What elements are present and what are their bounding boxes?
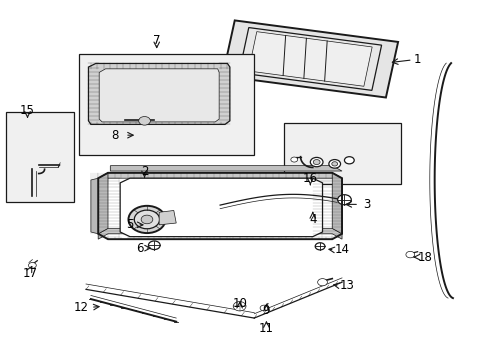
- FancyBboxPatch shape: [79, 54, 254, 155]
- Circle shape: [141, 215, 153, 224]
- Text: 13: 13: [339, 279, 354, 292]
- Circle shape: [233, 302, 245, 311]
- FancyBboxPatch shape: [283, 123, 400, 184]
- Circle shape: [317, 279, 327, 286]
- Text: 2: 2: [141, 165, 148, 177]
- Text: 15: 15: [20, 104, 35, 117]
- Circle shape: [331, 162, 337, 166]
- Polygon shape: [99, 69, 219, 122]
- Text: 11: 11: [259, 322, 273, 335]
- Circle shape: [328, 159, 340, 168]
- Circle shape: [315, 243, 325, 250]
- Polygon shape: [248, 32, 371, 86]
- Text: 9: 9: [262, 305, 270, 318]
- Text: 6: 6: [136, 242, 143, 255]
- Circle shape: [313, 159, 320, 165]
- Circle shape: [405, 251, 414, 258]
- Text: 8: 8: [111, 129, 119, 142]
- Circle shape: [28, 262, 36, 268]
- Text: 3: 3: [362, 198, 369, 211]
- Text: 14: 14: [334, 243, 349, 256]
- Polygon shape: [159, 211, 176, 225]
- Circle shape: [337, 195, 350, 205]
- Polygon shape: [91, 173, 108, 234]
- Polygon shape: [331, 173, 341, 234]
- Polygon shape: [98, 173, 341, 184]
- Polygon shape: [88, 63, 229, 125]
- Text: 5: 5: [126, 218, 133, 231]
- Circle shape: [128, 206, 165, 233]
- Circle shape: [290, 157, 297, 162]
- Text: 1: 1: [413, 53, 421, 66]
- Circle shape: [134, 210, 159, 229]
- Text: 12: 12: [74, 301, 88, 314]
- Text: 16: 16: [302, 172, 317, 185]
- FancyBboxPatch shape: [5, 112, 74, 202]
- Polygon shape: [222, 21, 397, 98]
- Polygon shape: [120, 178, 322, 237]
- Polygon shape: [239, 28, 381, 90]
- Text: 18: 18: [417, 251, 431, 264]
- Circle shape: [344, 157, 353, 164]
- Circle shape: [260, 305, 267, 311]
- Text: 10: 10: [232, 297, 246, 310]
- Circle shape: [139, 117, 150, 125]
- Polygon shape: [110, 166, 341, 171]
- Circle shape: [310, 157, 323, 167]
- Text: 4: 4: [308, 213, 316, 226]
- Text: 17: 17: [22, 267, 38, 280]
- Circle shape: [148, 241, 160, 249]
- Polygon shape: [98, 228, 341, 239]
- Text: 7: 7: [153, 33, 160, 47]
